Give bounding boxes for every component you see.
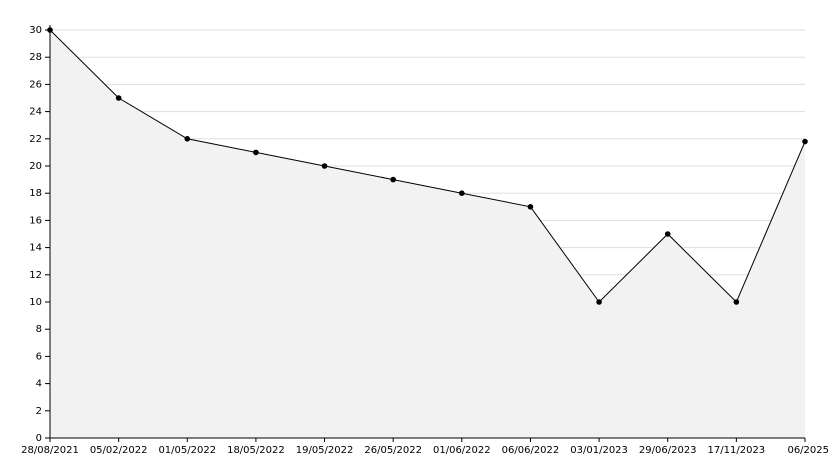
- x-tick-label: 05/02/2022: [90, 445, 148, 456]
- y-tick-label: 20: [29, 161, 42, 172]
- area-fill: [50, 30, 805, 438]
- x-tick-label: 17/11/2023: [708, 445, 766, 456]
- y-tick-label: 4: [36, 379, 42, 390]
- x-tick-label: 01/06/2022: [433, 445, 491, 456]
- marker: [253, 149, 259, 156]
- marker: [733, 299, 740, 305]
- y-tick-label: 26: [29, 79, 42, 90]
- y-tick-label: 6: [36, 351, 42, 362]
- marker: [390, 176, 396, 183]
- x-tick-label: 03/01/2023: [570, 445, 628, 456]
- y-tick-label: 28: [29, 52, 42, 63]
- marker: [459, 190, 465, 196]
- y-tick-label: 0: [36, 433, 42, 444]
- y-tick-label: 14: [29, 243, 42, 254]
- y-tick-label: 10: [29, 297, 42, 308]
- x-tick-label: 26/05/2022: [364, 445, 422, 456]
- y-tick-label: 16: [29, 215, 42, 226]
- y-tick-label: 2: [36, 406, 42, 417]
- y-tick-label: 8: [36, 324, 42, 335]
- marker: [527, 204, 534, 210]
- marker: [596, 299, 602, 305]
- line: [49, 29, 806, 303]
- marker: [802, 138, 808, 145]
- y-tick-label: 12: [29, 270, 42, 281]
- x-tick-label: 18/05/2022: [227, 445, 285, 456]
- x-tick-label: 06/2025: [787, 445, 829, 456]
- x-tick-label: 01/05/2022: [158, 445, 216, 456]
- x-tick-label: 06/06/2022: [502, 445, 560, 456]
- marker: [184, 136, 191, 142]
- x-tick-label: 28/08/2021: [21, 445, 79, 456]
- x-tick-label: 19/05/2022: [296, 445, 354, 456]
- marker: [664, 231, 671, 237]
- marker: [115, 95, 122, 101]
- x-tick-label: 29/06/2023: [639, 445, 697, 456]
- marker: [321, 163, 328, 169]
- y-tick-label: 22: [29, 134, 42, 145]
- y-tick-label: 18: [29, 188, 42, 199]
- y-tick-label: 24: [29, 107, 42, 118]
- y-tick-label: 30: [29, 25, 42, 36]
